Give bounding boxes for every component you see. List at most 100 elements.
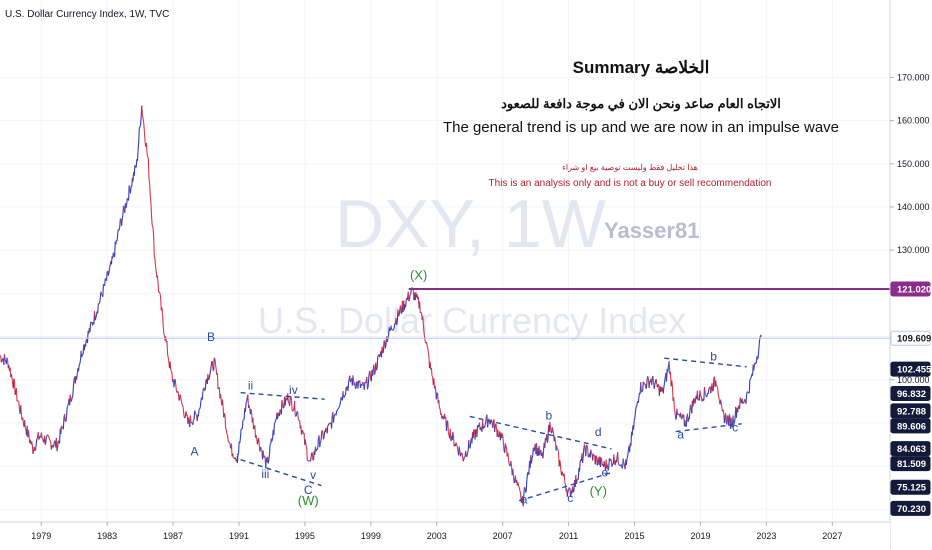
price-bar-down — [220, 393, 222, 401]
price-bar-down — [247, 394, 250, 408]
price-bar-up — [723, 417, 726, 424]
wave-label: b — [545, 409, 552, 423]
price-bar-up — [192, 420, 194, 425]
price-bar-up — [485, 416, 487, 423]
price-bar-down — [304, 439, 307, 446]
price-bar-down — [517, 482, 520, 486]
price-bar-up — [654, 380, 657, 385]
price-bar-up — [116, 232, 119, 241]
price-bar-up — [0, 360, 3, 363]
price-bar-up — [121, 219, 123, 226]
price-bar-down — [40, 432, 43, 439]
price-bar-down — [31, 441, 33, 445]
price-bar-down — [297, 419, 300, 421]
price-bar-up — [104, 278, 106, 286]
price-bar-down — [250, 409, 253, 414]
price-bar-up — [107, 272, 110, 276]
price-bar-up — [757, 356, 759, 360]
y-tick-label: 140.000 — [897, 202, 930, 212]
price-bar-up — [663, 377, 666, 383]
price-bar-up — [67, 403, 69, 406]
price-bar-up — [694, 400, 697, 404]
price-bar-down — [407, 291, 410, 302]
price-bar-down — [297, 411, 299, 420]
price-bar-up — [712, 378, 715, 391]
price-bar-up — [566, 490, 569, 497]
price-bar-up — [282, 407, 285, 409]
price-bar-up — [474, 429, 477, 440]
price-bar-down — [699, 390, 702, 397]
price-bar-down — [480, 426, 482, 431]
wave-label: (Y) — [590, 484, 607, 499]
price-bar-up — [72, 379, 75, 387]
price-bar-down — [10, 373, 13, 378]
price-bar-up — [343, 395, 346, 398]
price-bar-down — [362, 381, 365, 386]
summary-english-disclaimer: This is an analysis only and is not a bu… — [489, 178, 772, 189]
price-bar-up — [582, 455, 584, 464]
price-bar-down — [512, 476, 515, 484]
price-bar-up — [202, 388, 205, 392]
price-bar-up — [331, 416, 333, 429]
price-bar-down — [720, 399, 722, 404]
watermark: DXY, 1W U.S. Dollar Currency Index Yasse… — [258, 186, 699, 341]
price-bar-down — [185, 411, 188, 416]
price-bar-up — [533, 447, 536, 452]
price-bar-up — [52, 444, 55, 448]
price-bar-down — [306, 459, 309, 462]
price-bar-up — [728, 414, 730, 426]
price-bar-up — [108, 267, 111, 273]
price-bar-up — [349, 379, 352, 383]
price-bar-down — [224, 416, 227, 430]
price-bar-up — [645, 387, 648, 389]
price-tag-bg — [890, 403, 931, 419]
price-bar-up — [520, 500, 523, 503]
price-bar-up — [320, 433, 323, 442]
price-bar-down — [583, 444, 586, 450]
price-bar-down — [642, 381, 645, 384]
price-bar-down — [673, 409, 676, 414]
price-bar-down — [510, 460, 513, 467]
watermark-ticker: DXY, 1W — [335, 186, 606, 262]
price-bar-down — [145, 142, 148, 153]
price-bar-up — [626, 456, 629, 460]
price-bar-up — [239, 438, 241, 444]
price-bar-down — [652, 375, 655, 383]
price-tag-bg — [890, 281, 931, 297]
price-bar-down — [142, 118, 145, 123]
price-bar-down — [507, 459, 510, 465]
price-bar-up — [607, 467, 610, 471]
price-bar-down — [381, 346, 384, 354]
price-bar-up — [121, 215, 124, 220]
price-bar-up — [243, 419, 245, 421]
price-bar-down — [711, 383, 714, 392]
wave-label: b — [710, 349, 717, 363]
price-bar-up — [125, 205, 128, 209]
price-bar-up — [392, 329, 395, 331]
price-bar-down — [504, 443, 507, 447]
price-bar-up — [389, 329, 391, 332]
price-bar-up — [476, 425, 479, 438]
price-bar-down — [254, 425, 257, 438]
price-bar-up — [50, 445, 53, 450]
price-bar-up — [129, 186, 132, 194]
y-tick-label: 150.000 — [897, 159, 930, 169]
price-tag-label: 92.788 — [897, 406, 926, 417]
price-bar-up — [513, 481, 516, 484]
price-bar-up — [419, 311, 422, 314]
price-bar-down — [512, 468, 515, 477]
wave-label: v — [310, 468, 316, 482]
price-bar-down — [718, 397, 720, 402]
price-bar-down — [187, 417, 190, 423]
price-bar-down — [43, 435, 46, 445]
price-bar-down — [434, 385, 437, 391]
price-bar-down — [518, 487, 521, 491]
wave-label: i — [236, 452, 239, 466]
price-bar-down — [423, 331, 426, 338]
price-bar-down — [455, 442, 458, 446]
price-bar-up — [99, 298, 101, 303]
price-bar-down — [93, 311, 96, 321]
price-bar-down — [13, 380, 16, 395]
price-bar-down — [194, 411, 197, 415]
